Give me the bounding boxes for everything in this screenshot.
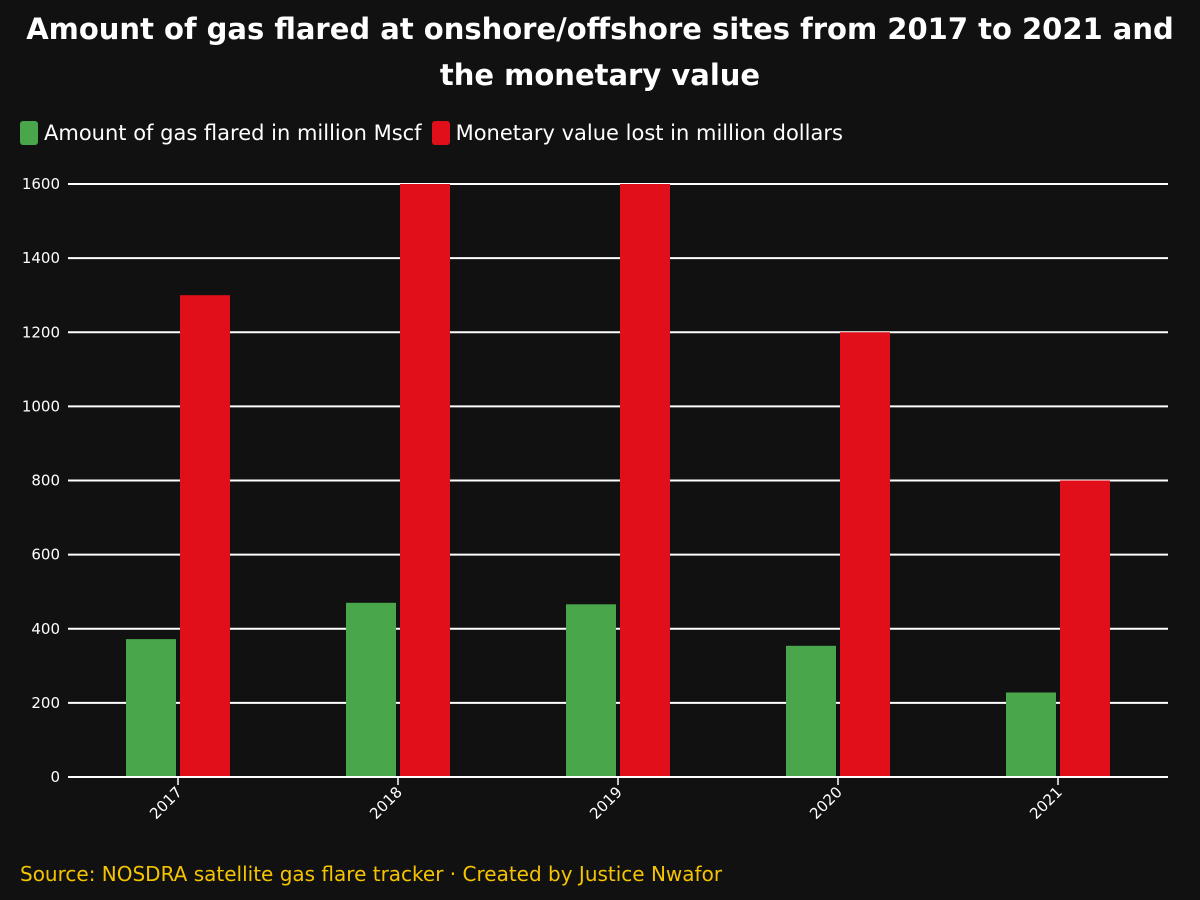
bar-gas-2020 [786, 645, 836, 777]
x-tick-label: 2021 [1026, 783, 1066, 823]
y-tick-label: 1000 [22, 397, 60, 415]
y-tick-label: 1200 [22, 323, 60, 341]
legend-item-gas: Amount of gas flared in million Mscf [20, 121, 422, 145]
y-tick-label: 200 [31, 694, 60, 712]
bar-chart: 0 200 400 600 800 1000 1200 1400 1600 2017 2018 201… [22, 175, 1168, 823]
y-tick-label: 1600 [22, 175, 60, 193]
bar-value-2019 [620, 184, 670, 777]
legend-label-value: Monetary value lost in million dollars [455, 121, 843, 145]
chart-title: Amount of gas flared at onshore/offshore… [26, 12, 1174, 92]
bar-gas-2017 [126, 639, 176, 777]
bar-value-2018 [400, 184, 450, 777]
x-tick-label: 2017 [146, 783, 186, 823]
bar-gas-2018 [346, 602, 396, 777]
legend-swatch-gas [20, 121, 38, 145]
legend-label-gas: Amount of gas flared in million Mscf [44, 121, 422, 145]
x-tick-label: 2018 [366, 783, 406, 823]
x-tick-label: 2020 [806, 783, 846, 823]
bar-value-2021 [1060, 480, 1110, 777]
y-tick-label: 0 [50, 768, 60, 786]
y-tick-label: 1400 [22, 249, 60, 267]
x-tick-label: 2019 [586, 783, 626, 823]
bar-gas-2021 [1006, 692, 1056, 777]
y-tick-label: 600 [31, 546, 60, 564]
bar-value-2020 [840, 332, 890, 777]
legend-item-value: Monetary value lost in million dollars [431, 121, 843, 145]
source-note: Source: NOSDRA satellite gas flare track… [20, 862, 723, 886]
legend: Amount of gas flared in million Mscf Mon… [20, 118, 853, 148]
bar-value-2017 [180, 295, 230, 777]
legend-swatch-value [431, 121, 450, 145]
y-tick-label: 400 [31, 620, 60, 638]
bar-gas-2019 [566, 604, 616, 777]
y-tick-label: 800 [31, 472, 60, 490]
